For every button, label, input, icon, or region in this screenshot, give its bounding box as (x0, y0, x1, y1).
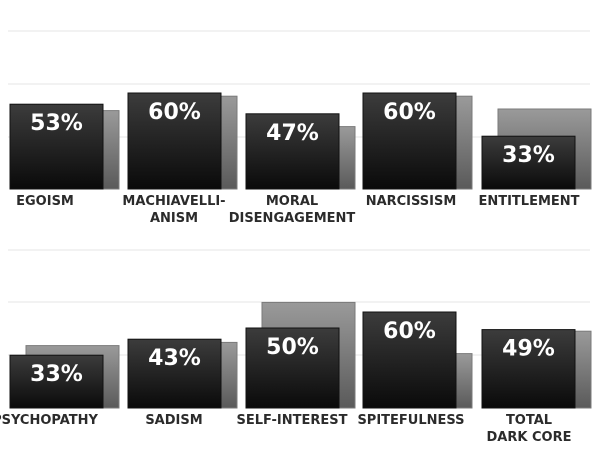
value-label: 33% (502, 143, 555, 168)
front-bar (245, 327, 340, 409)
front-bar (481, 329, 576, 409)
category-label: SPITEFULNESS (357, 413, 464, 428)
category-label: DISENGAGEMENT (229, 211, 356, 226)
front-bar (9, 103, 104, 190)
category-label: MACHIAVELLI- (122, 194, 225, 209)
category-label: ANISM (150, 211, 198, 226)
value-label: 47% (266, 121, 319, 146)
category-label: MORAL (266, 194, 318, 209)
category-label: PSYCHOPATHY (0, 413, 99, 428)
value-label: 50% (266, 335, 319, 360)
front-bar (481, 135, 576, 190)
front-bar (245, 113, 340, 190)
category-label: SADISM (145, 413, 202, 428)
value-label: 60% (383, 319, 436, 344)
front-bar (127, 338, 222, 409)
front-bar (362, 311, 457, 409)
category-label: EGOISM (16, 194, 74, 209)
value-label: 49% (502, 337, 555, 362)
front-bar (9, 354, 104, 409)
category-label: TOTAL (506, 413, 552, 428)
value-label: 53% (30, 111, 83, 136)
category-label: NARCISSISM (366, 194, 457, 209)
value-label: 60% (383, 100, 436, 125)
category-label: DARK CORE (487, 430, 572, 445)
value-label: 60% (148, 100, 201, 125)
category-label: SELF-INTEREST (237, 413, 348, 428)
value-label: 43% (148, 346, 201, 371)
front-bar (362, 92, 457, 190)
labels: 53% EGOISM 60% MACHIAVELLI- ANISM 47% MORAL DIS… (0, 100, 580, 445)
value-label: 33% (30, 362, 83, 387)
category-label: ENTITLEMENT (478, 194, 579, 209)
bars (9, 92, 592, 409)
front-bar (127, 92, 222, 190)
